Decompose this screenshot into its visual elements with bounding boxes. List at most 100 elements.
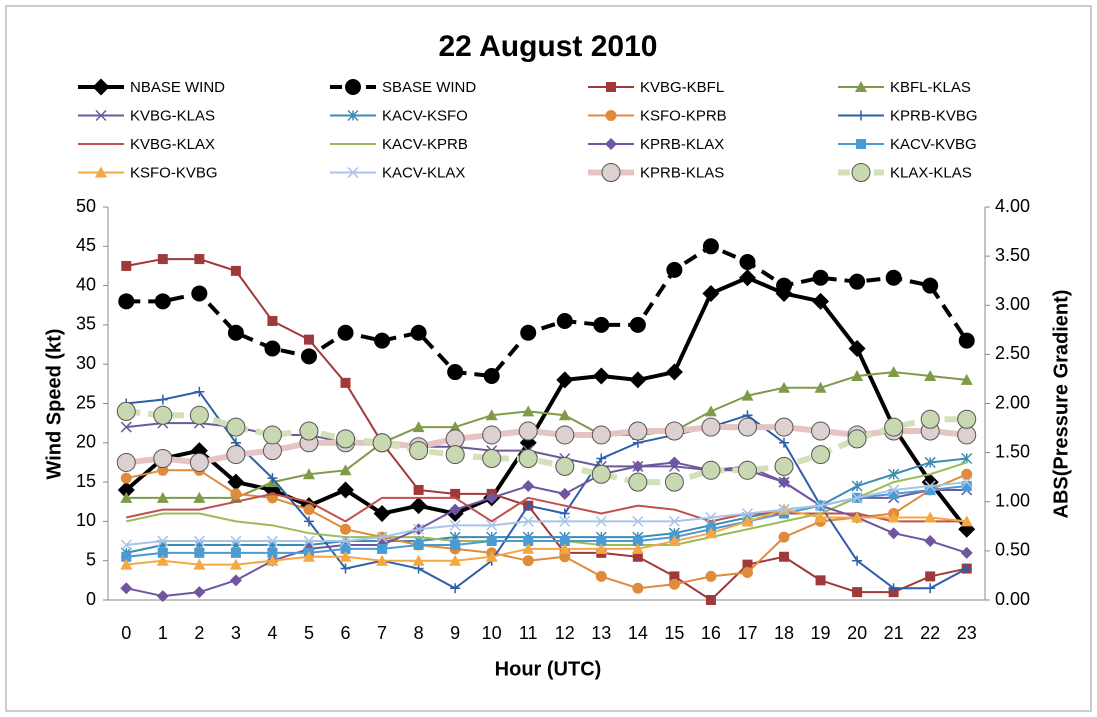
series-line — [126, 390, 968, 590]
legend-marker — [606, 82, 616, 92]
data-point — [555, 456, 575, 476]
data-point — [413, 523, 425, 535]
data-point — [157, 547, 168, 558]
data-point — [705, 570, 717, 582]
series — [120, 503, 973, 570]
data-point — [559, 508, 570, 519]
data-point — [485, 409, 498, 421]
data-point — [558, 409, 571, 421]
data-point — [520, 324, 537, 341]
series-line — [126, 508, 967, 566]
data-point — [230, 535, 242, 547]
x-tick-label: 7 — [377, 623, 387, 643]
data-point — [666, 261, 683, 278]
legend-label: KACV-KSFO — [382, 107, 468, 124]
data-point — [558, 542, 571, 554]
legend-label: KSFO-KVBG — [130, 164, 218, 181]
legend-item: KACV-KPRB — [330, 136, 468, 153]
data-point — [741, 389, 754, 401]
x-tick-label: 22 — [920, 623, 940, 643]
data-point — [922, 277, 939, 294]
legend-item: KVBG-KLAX — [78, 136, 215, 153]
data-point — [811, 445, 831, 465]
x-tick-label: 23 — [957, 623, 977, 643]
data-point — [742, 559, 753, 570]
data-point — [376, 531, 388, 543]
x-tick-label: 5 — [304, 623, 314, 643]
x-tick-label: 20 — [847, 623, 867, 643]
y2-tick-label: 3.00 — [995, 294, 1030, 314]
data-point — [739, 254, 756, 271]
data-point — [779, 551, 790, 562]
y2-tick-label: 0.00 — [995, 589, 1030, 609]
series-line — [126, 469, 968, 590]
data-point — [264, 340, 281, 357]
data-point — [303, 334, 314, 345]
data-point — [262, 425, 282, 445]
data-point — [595, 515, 607, 527]
x-tick-label: 13 — [591, 623, 611, 643]
data-point — [193, 558, 206, 570]
data-point — [556, 371, 574, 389]
data-point — [924, 511, 937, 523]
legend-marker — [851, 163, 871, 182]
data-point — [664, 421, 684, 441]
data-point — [189, 452, 209, 472]
y-tick-label: 15 — [76, 471, 96, 491]
y2-tick-label: 2.00 — [995, 392, 1030, 412]
data-point — [778, 476, 791, 489]
data-point — [628, 472, 648, 492]
data-point — [193, 535, 205, 547]
series-line — [126, 258, 967, 601]
series — [120, 464, 973, 594]
data-point — [702, 238, 719, 255]
y-tick-label: 5 — [86, 549, 96, 569]
data-point — [449, 421, 462, 433]
data-point — [559, 536, 570, 547]
y-tick-label: 45 — [76, 235, 96, 255]
data-point — [851, 511, 864, 523]
y-tick-label: 40 — [76, 274, 96, 294]
x-tick-label: 15 — [664, 623, 684, 643]
data-point — [632, 536, 643, 547]
data-point — [121, 260, 132, 271]
data-point — [340, 523, 352, 535]
x-tick-label: 12 — [555, 623, 575, 643]
data-point — [701, 460, 721, 480]
data-point — [961, 468, 973, 480]
data-point — [118, 293, 135, 310]
data-point — [960, 515, 973, 527]
data-point — [230, 547, 241, 558]
data-point — [960, 546, 973, 559]
series-line — [126, 371, 967, 499]
data-point — [449, 519, 461, 531]
data-point — [120, 491, 133, 503]
y2-tick-label: 4.00 — [995, 196, 1030, 216]
data-point — [194, 547, 205, 558]
data-point — [336, 429, 356, 449]
legend-label: KVBG-KLAX — [130, 136, 215, 153]
data-point — [230, 265, 241, 276]
data-point — [153, 449, 173, 469]
data-point — [267, 473, 278, 484]
legend-marker — [855, 81, 867, 92]
data-point — [596, 453, 607, 464]
data-point — [410, 497, 428, 515]
data-point — [888, 484, 900, 496]
data-point — [961, 476, 973, 488]
data-point — [482, 425, 502, 445]
x-tick-label: 11 — [519, 623, 538, 643]
data-point — [779, 437, 790, 448]
data-point — [226, 417, 246, 437]
series-line — [126, 492, 967, 523]
data-point — [851, 369, 864, 381]
data-point — [229, 574, 242, 587]
data-point — [413, 539, 424, 550]
data-point — [884, 417, 904, 437]
data-point — [815, 500, 827, 512]
legend-item: KPRB-KLAS — [588, 163, 724, 182]
data-point — [116, 401, 136, 421]
data-point — [558, 487, 571, 500]
data-point — [116, 452, 136, 472]
